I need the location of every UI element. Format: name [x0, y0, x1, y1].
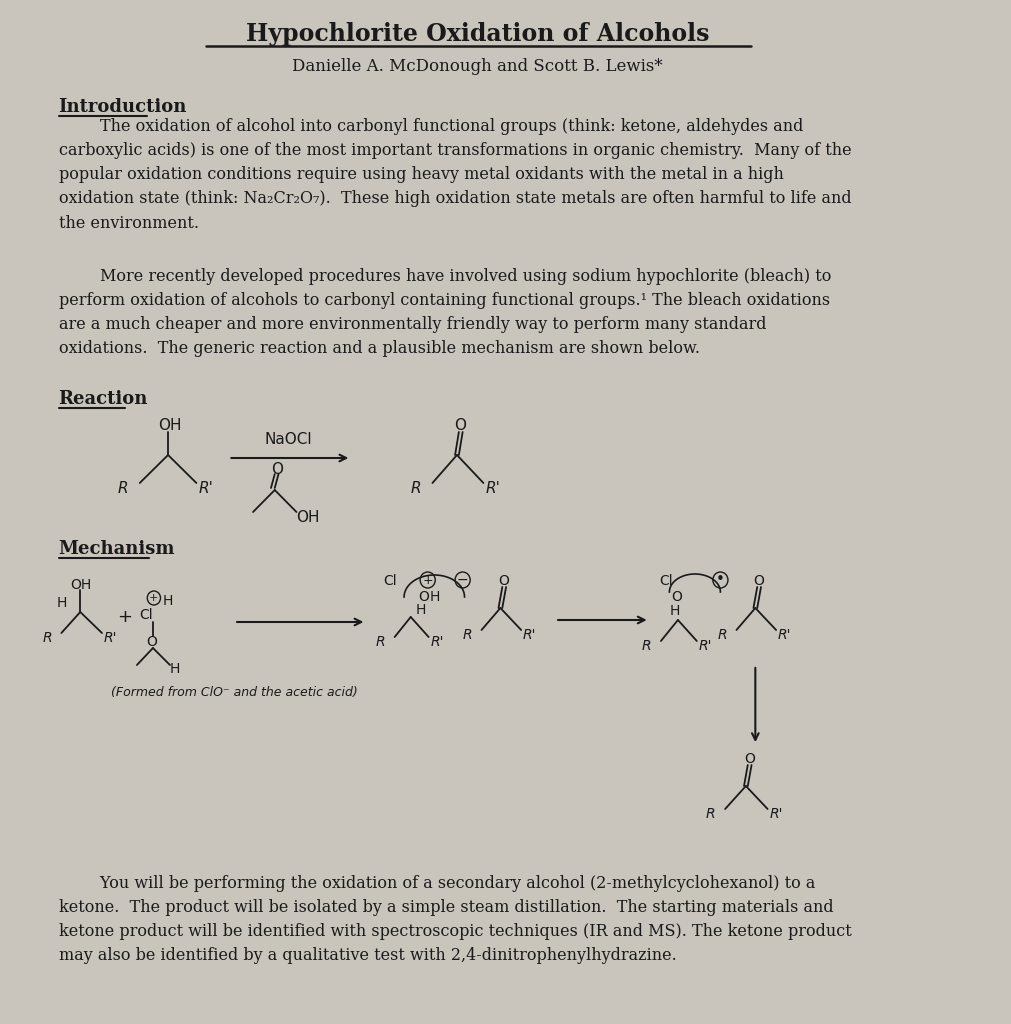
Text: Introduction: Introduction [59, 98, 187, 116]
Text: R: R [717, 628, 726, 642]
Text: O: O [147, 635, 157, 649]
Text: NaOCl: NaOCl [264, 432, 311, 447]
Text: +: + [422, 573, 433, 587]
Text: R': R' [485, 481, 499, 496]
Text: Hypochlorite Oxidation of Alcohols: Hypochlorite Oxidation of Alcohols [246, 22, 709, 46]
Text: R': R' [523, 628, 536, 642]
Text: R: R [375, 635, 385, 649]
Text: R: R [42, 631, 52, 645]
Text: O: O [271, 462, 283, 477]
Text: (Formed from ClO⁻ and the acetic acid): (Formed from ClO⁻ and the acetic acid) [111, 686, 358, 699]
Text: R': R' [768, 807, 783, 821]
Text: R': R' [777, 628, 791, 642]
Text: OH: OH [296, 510, 319, 525]
Text: +: + [117, 608, 132, 626]
Text: O: O [498, 574, 509, 588]
Text: Danielle A. McDonough and Scott B. Lewis*: Danielle A. McDonough and Scott B. Lewis… [292, 58, 662, 75]
Text: R': R' [430, 635, 444, 649]
Text: H: H [668, 604, 679, 618]
Text: H: H [57, 596, 67, 610]
Text: O: O [753, 574, 763, 588]
Text: R': R' [104, 631, 117, 645]
Text: O: O [670, 590, 681, 604]
Text: R: R [641, 639, 651, 653]
Text: R: R [117, 481, 128, 496]
Text: Mechanism: Mechanism [59, 540, 175, 558]
Text: Reaction: Reaction [59, 390, 148, 408]
Text: H: H [162, 594, 173, 608]
Text: H: H [416, 603, 426, 617]
Text: •: • [715, 572, 724, 588]
Text: You will be performing the oxidation of a secondary alcohol (2-methylcyclohexano: You will be performing the oxidation of … [59, 874, 850, 965]
Text: Cl: Cl [658, 574, 672, 588]
Text: R: R [462, 628, 471, 642]
Text: +: + [149, 593, 159, 603]
Text: O: O [454, 418, 466, 433]
Text: OH: OH [159, 418, 182, 433]
Text: More recently developed procedures have involved using sodium hypochlorite (blea: More recently developed procedures have … [59, 268, 830, 357]
Text: The oxidation of alcohol into carbonyl functional groups (think: ketone, aldehyd: The oxidation of alcohol into carbonyl f… [59, 118, 850, 231]
Text: R': R' [198, 481, 213, 496]
Text: R: R [410, 481, 421, 496]
Text: Cl: Cl [140, 608, 154, 622]
Text: −: − [456, 573, 468, 587]
Text: OH: OH [70, 578, 91, 592]
Text: O: O [743, 752, 754, 766]
Text: R: R [706, 807, 715, 821]
Text: Cl: Cl [383, 574, 396, 588]
Text: O: O [418, 590, 429, 604]
Text: H: H [170, 662, 180, 676]
Text: H: H [430, 590, 440, 604]
Text: R': R' [698, 639, 712, 653]
